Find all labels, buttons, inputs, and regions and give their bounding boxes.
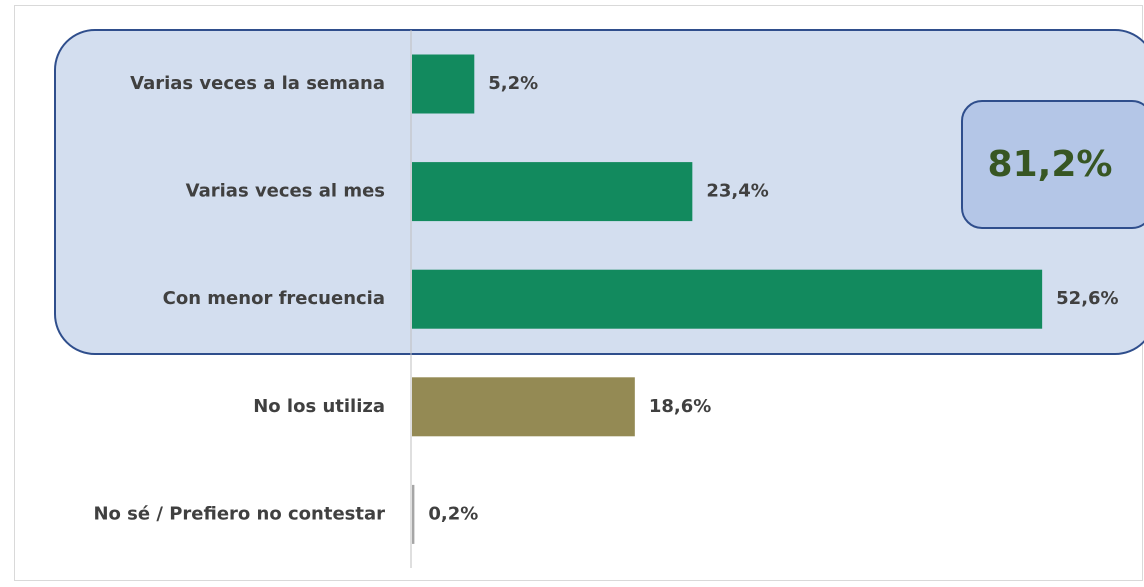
category-label: Varias veces al mes bbox=[186, 181, 385, 202]
annotation: 81,2% bbox=[988, 144, 1113, 185]
category-label: Con menor frecuencia bbox=[163, 288, 385, 309]
value-label: 18,6% bbox=[649, 396, 711, 417]
annotation-box bbox=[961, 100, 1144, 229]
bar bbox=[412, 484, 415, 544]
category-label: No sé / Prefiero no contestar bbox=[93, 503, 385, 524]
value-label: 23,4% bbox=[706, 181, 768, 202]
bar bbox=[412, 377, 635, 437]
bar bbox=[412, 54, 475, 114]
bar bbox=[412, 269, 1043, 329]
category-label: No los utiliza bbox=[253, 396, 385, 417]
value-label: 5,2% bbox=[488, 73, 538, 94]
value-label: 52,6% bbox=[1056, 288, 1118, 309]
value-label: 0,2% bbox=[428, 503, 478, 524]
bars: Varias veces a la semana 5,2% Varias veces… bbox=[93, 54, 1119, 544]
bar bbox=[412, 162, 693, 222]
category-label: Varias veces a la semana bbox=[130, 73, 385, 94]
